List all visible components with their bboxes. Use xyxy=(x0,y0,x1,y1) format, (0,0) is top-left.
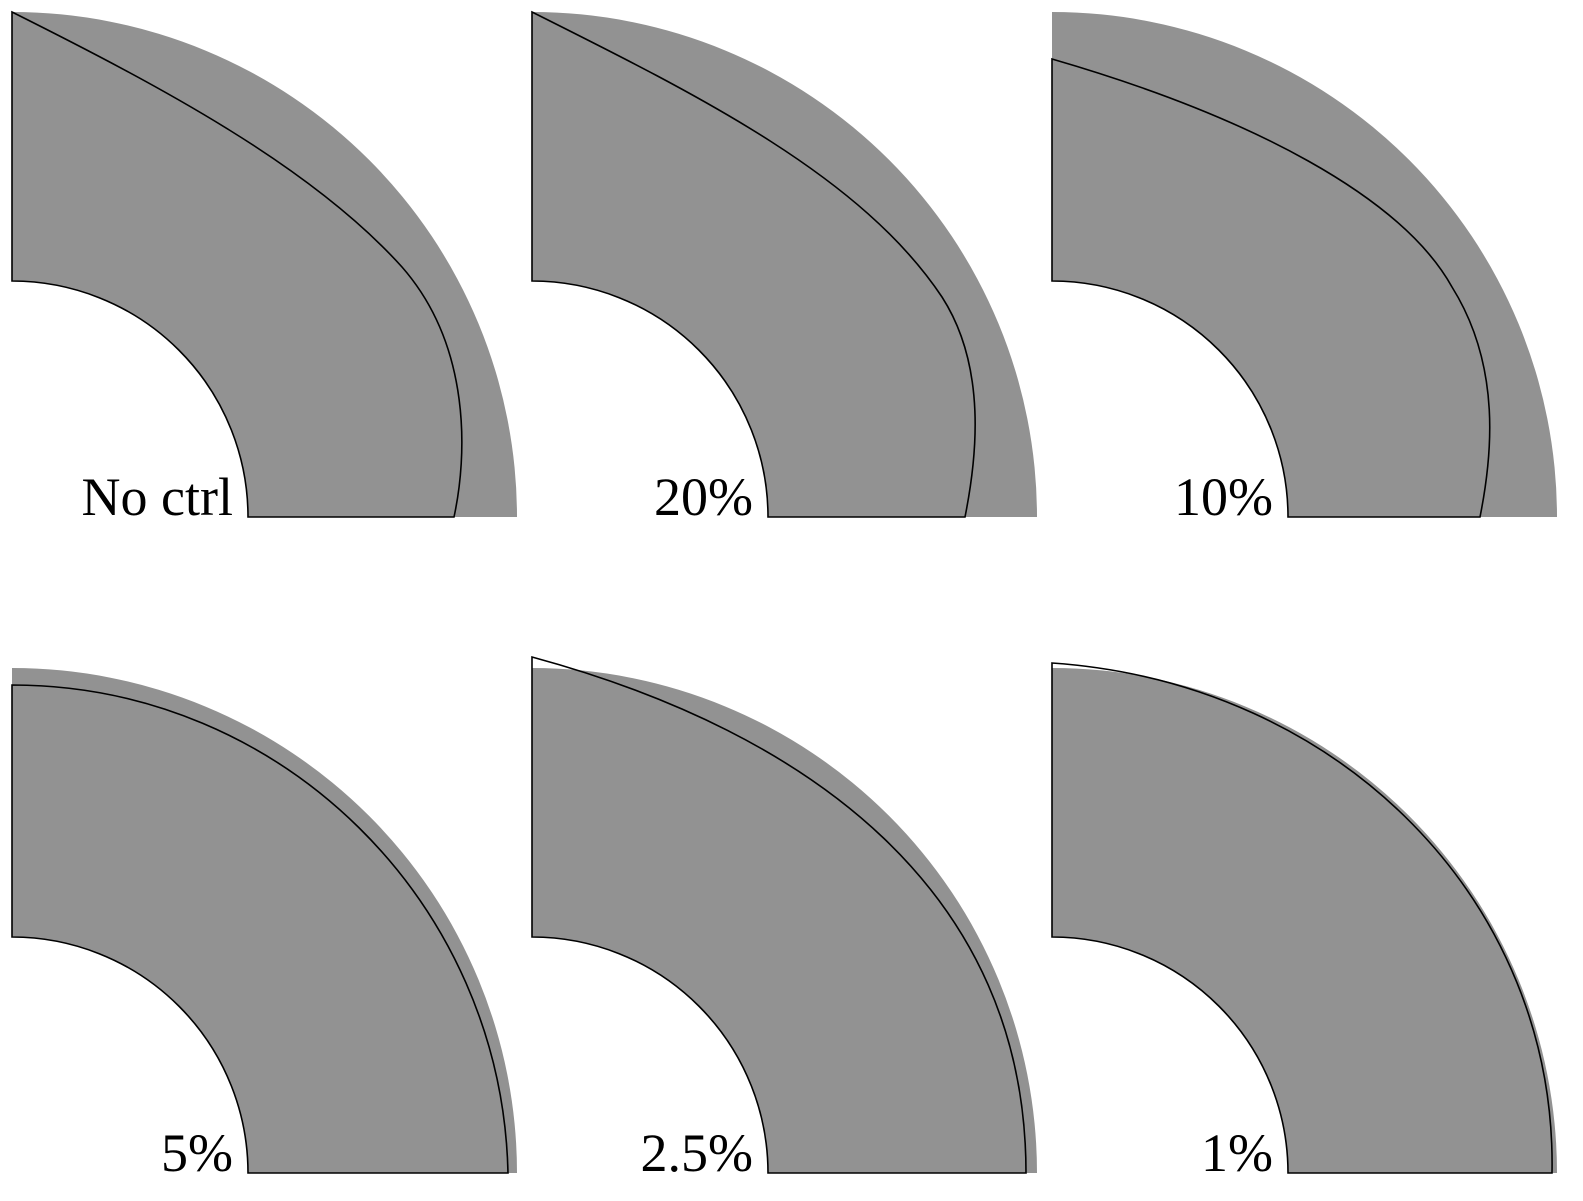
panel: 5% xyxy=(11,668,517,1183)
panel: 20% xyxy=(531,10,1037,527)
achieved-shape xyxy=(11,684,509,1174)
target-shape xyxy=(12,668,517,1173)
panel-label: 10% xyxy=(1174,467,1273,527)
panel: 2.5% xyxy=(531,655,1037,1183)
panel-label: 20% xyxy=(654,467,753,527)
achieved-shape xyxy=(531,655,1027,1174)
panel: 1% xyxy=(1051,662,1557,1183)
panel: No ctrl xyxy=(11,10,517,527)
panel-label: 5% xyxy=(161,1123,233,1183)
panel-label: No ctrl xyxy=(82,467,233,527)
target-shape xyxy=(1052,668,1557,1173)
target-shape xyxy=(532,12,1037,517)
achieved-shape xyxy=(531,10,976,518)
target-shape xyxy=(532,668,1037,1173)
panel: 10% xyxy=(1051,12,1557,527)
achieved-shape xyxy=(1051,662,1553,1174)
achieved-shape xyxy=(11,10,463,518)
achieved-shape xyxy=(1051,57,1491,518)
target-shape xyxy=(12,12,517,517)
panel-label: 2.5% xyxy=(641,1123,753,1183)
panel-label: 1% xyxy=(1201,1123,1273,1183)
target-shape xyxy=(1052,12,1557,517)
